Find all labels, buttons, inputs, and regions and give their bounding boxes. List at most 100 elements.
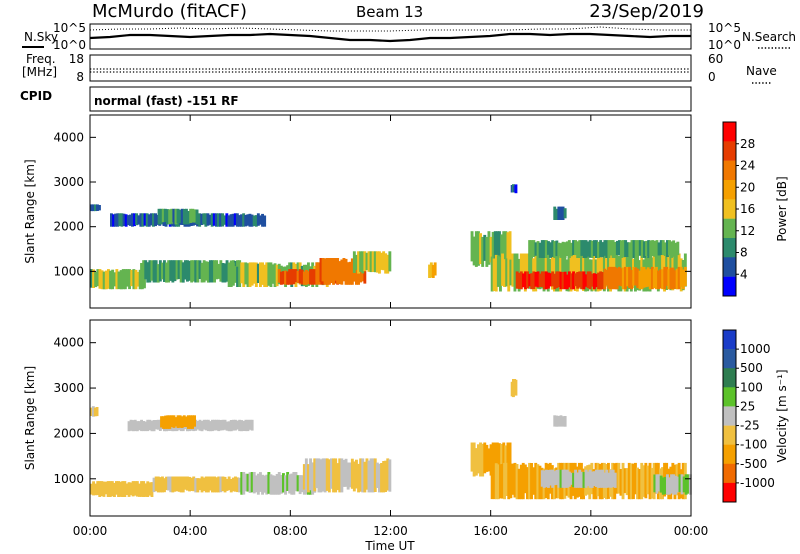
velocity-echo-cell bbox=[229, 420, 233, 432]
power-echo-cell bbox=[288, 269, 292, 285]
velocity-echo-cell bbox=[304, 458, 308, 492]
power-echo-cell bbox=[536, 253, 540, 289]
velocity-colorbar-tick-label: 500 bbox=[740, 361, 763, 375]
power-echo-cell bbox=[304, 270, 308, 285]
power-echo-cell bbox=[609, 240, 613, 256]
power-echo-cell bbox=[107, 269, 110, 289]
power-echo-cell bbox=[225, 213, 229, 227]
velocity-echo-cell bbox=[346, 462, 350, 490]
freq-unit-label: [MHz] bbox=[22, 65, 57, 79]
power-echo-cell bbox=[505, 258, 509, 287]
velocity-echo-cell bbox=[188, 476, 191, 492]
power-echo-cell bbox=[109, 270, 112, 290]
power-echo-cell bbox=[674, 242, 678, 258]
power-echo-cell bbox=[553, 206, 557, 220]
velocity-echo-cell bbox=[632, 463, 635, 500]
power-echo-cell bbox=[647, 240, 651, 258]
power-echo-cell bbox=[210, 213, 214, 227]
power-echo-cell bbox=[584, 240, 588, 258]
power-echo-cell bbox=[173, 260, 177, 282]
power-echo-cell bbox=[615, 240, 619, 255]
power-echo-cell bbox=[118, 213, 122, 227]
power-echo-cell bbox=[102, 271, 106, 290]
velocity-echo-cell bbox=[470, 442, 474, 472]
power-echo-cell bbox=[676, 241, 680, 256]
velocity-echo-cell bbox=[125, 483, 129, 495]
power-echo-cell bbox=[240, 262, 244, 284]
power-echo-cell bbox=[483, 234, 487, 261]
velocity-echo-cell bbox=[144, 483, 148, 497]
power-echo-cell bbox=[382, 251, 386, 271]
noise-panel: N.Sky 10^5 10^0 10^5 10^0 N.Search bbox=[22, 21, 796, 52]
power-echo-cell bbox=[580, 271, 584, 290]
power-echo-cell bbox=[275, 264, 279, 287]
freq-tick-bottom: 8 bbox=[76, 70, 84, 84]
velocity-echo-cell bbox=[252, 472, 256, 494]
velocity-echo-cell bbox=[672, 474, 676, 495]
power-echo-cell bbox=[202, 213, 206, 225]
velocity-colorbar-title: Velocity [m s⁻¹] bbox=[775, 369, 789, 462]
heatmap-layer bbox=[90, 184, 692, 500]
velocity-echo-cell bbox=[231, 477, 235, 492]
velocity-echo-cell bbox=[240, 472, 244, 495]
power-echo-cell bbox=[163, 208, 167, 222]
power-echo-cell bbox=[342, 258, 346, 282]
power-echo-cell bbox=[532, 271, 536, 289]
power-echo-cell bbox=[645, 240, 648, 256]
power-echo-region bbox=[603, 266, 687, 290]
power-echo-cell bbox=[526, 271, 529, 289]
velocity-echo-cell bbox=[342, 460, 346, 487]
velocity-echo-cell bbox=[363, 461, 367, 493]
power-echo-cell bbox=[315, 262, 319, 282]
power-echo-cell bbox=[204, 213, 208, 227]
power-echo-cell bbox=[501, 253, 504, 286]
velocity-echo-cell bbox=[284, 475, 287, 495]
velocity-echo-cell bbox=[96, 481, 100, 496]
power-colorbar-tick-label: 12 bbox=[740, 224, 755, 238]
velocity-colorbar-segment bbox=[723, 406, 736, 426]
power-echo-cell bbox=[530, 240, 534, 256]
power-echo-cell bbox=[231, 262, 235, 286]
velocity-echo-region bbox=[160, 415, 196, 429]
power-echo-cell bbox=[498, 231, 501, 267]
power-echo-cell bbox=[294, 269, 298, 283]
velocity-echo-cell bbox=[215, 477, 219, 493]
power-echo-cell bbox=[659, 240, 663, 255]
power-echo-cell bbox=[208, 214, 212, 225]
velocity-echo-cell bbox=[648, 462, 652, 500]
power-echo-cell bbox=[494, 254, 498, 292]
power-echo-cell bbox=[638, 240, 642, 256]
power-echo-cell bbox=[133, 213, 136, 227]
power-echo-cell bbox=[507, 253, 511, 292]
power-echo-cell bbox=[613, 266, 617, 290]
power-echo-cell bbox=[634, 267, 638, 286]
velocity-echo-cell bbox=[162, 416, 166, 429]
x-axis-title: Time UT bbox=[364, 539, 415, 553]
velocity-echo-region bbox=[553, 415, 567, 427]
power-echo-cell bbox=[238, 265, 242, 287]
power-echo-cell bbox=[176, 208, 180, 224]
velocity-echo-cell bbox=[131, 481, 135, 497]
velocity-echo-cell bbox=[551, 469, 555, 488]
velocity-echo-cell bbox=[192, 476, 196, 492]
power-echo-region bbox=[510, 184, 518, 194]
power-echo-cell bbox=[110, 213, 113, 227]
power-echo-cell bbox=[548, 258, 552, 286]
velocity-echo-cell bbox=[189, 415, 192, 429]
velocity-echo-cell bbox=[528, 462, 531, 500]
velocity-echo-cell bbox=[90, 407, 93, 416]
velocity-echo-cell bbox=[597, 469, 600, 488]
power-echo-cell bbox=[132, 269, 136, 290]
power-echo-cell bbox=[567, 271, 571, 288]
velocity-echo-cell bbox=[336, 463, 340, 491]
power-echo-cell bbox=[147, 214, 151, 227]
velocity-echo-cell bbox=[325, 458, 329, 491]
power-echo-cell bbox=[565, 241, 569, 256]
power-echo-cell bbox=[491, 231, 495, 263]
velocity-echo-cell bbox=[678, 474, 682, 492]
power-echo-cell bbox=[607, 266, 611, 289]
power-echo-cell bbox=[611, 266, 615, 290]
velocity-echo-cell bbox=[498, 443, 501, 477]
velocity-echo-cell bbox=[223, 476, 227, 493]
power-echo-cell bbox=[555, 240, 559, 257]
